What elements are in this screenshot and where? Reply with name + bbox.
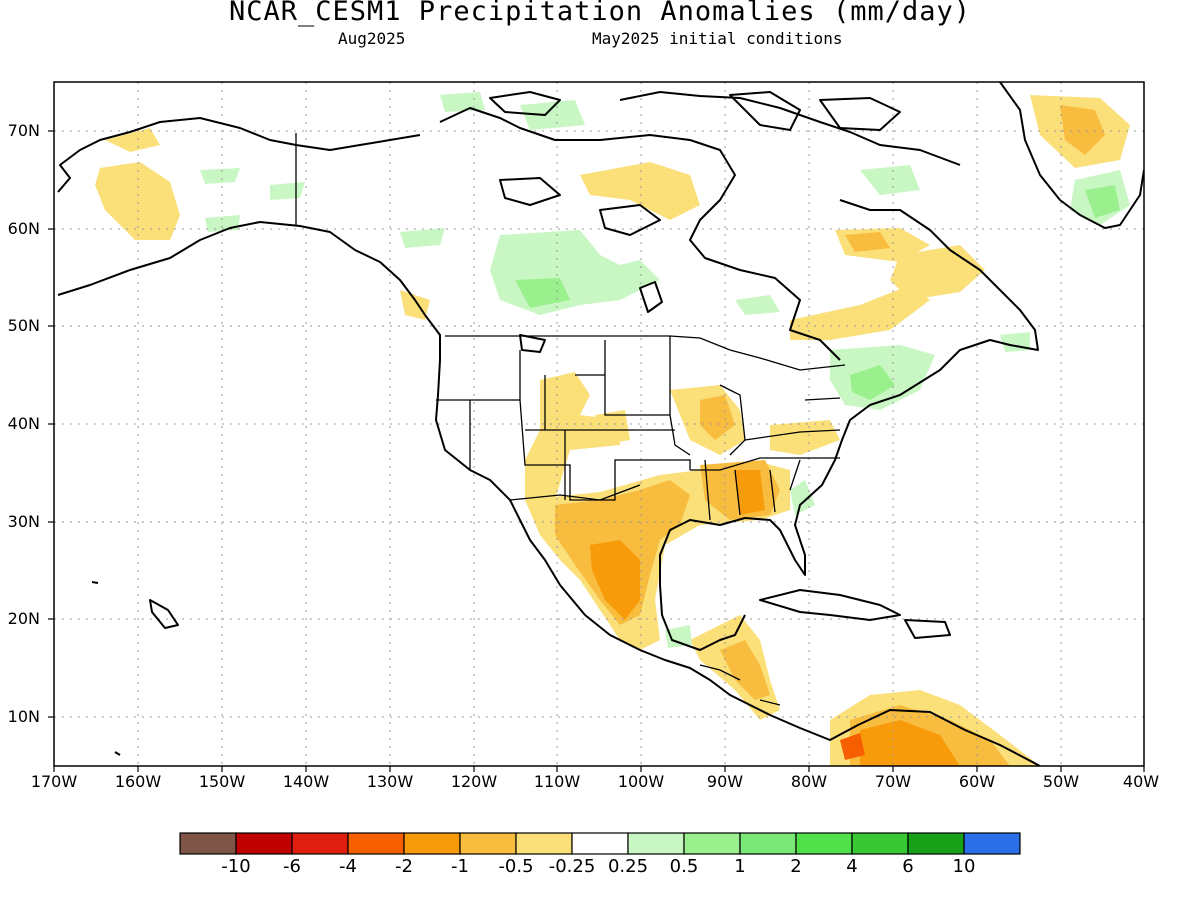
lat-label-50n: 50N	[7, 316, 40, 335]
lon-label-140w: 140W	[282, 772, 330, 791]
colorbar-swatch	[235, 832, 293, 855]
colorbar-swatch	[907, 832, 965, 855]
colorbar-label: 0.25	[607, 856, 649, 877]
coastlines	[57, 82, 1144, 766]
graticule	[54, 82, 1144, 766]
lon-label-100w: 100W	[617, 772, 665, 791]
colorbar-swatch	[571, 832, 629, 855]
lat-label-60n: 60N	[7, 219, 40, 238]
lat-label-20n: 20N	[7, 609, 40, 628]
lon-label-60w: 60W	[958, 772, 996, 791]
colorbar-label: -0.25	[548, 856, 596, 877]
colorbar-swatch	[459, 832, 517, 855]
colorbar-label: 1	[734, 856, 746, 877]
lon-label-160w: 160W	[114, 772, 162, 791]
lon-label-110w: 110W	[533, 772, 581, 791]
lon-label-90w: 90W	[706, 772, 744, 791]
colorbar-swatch	[515, 832, 573, 855]
lat-label-30n: 30N	[7, 512, 40, 531]
colorbar-label: 6	[902, 856, 914, 877]
colorbar-swatch	[963, 832, 1021, 855]
colorbar-label: 2	[790, 856, 802, 877]
colorbar-label: -2	[395, 856, 413, 877]
lon-label-130w: 130W	[366, 772, 414, 791]
anomaly-shading	[95, 92, 1130, 766]
colorbar-swatch	[739, 832, 797, 855]
colorbar-label: 10	[952, 856, 976, 877]
political-borders	[295, 133, 846, 706]
axis-ticks	[48, 130, 1145, 772]
forecast-month: Aug2025	[338, 29, 406, 48]
lon-label-50w: 50W	[1042, 772, 1080, 791]
lat-label-10n: 10N	[7, 707, 40, 726]
colorbar-label: 0.5	[669, 856, 699, 877]
moderate-wet-regions	[515, 185, 1120, 400]
lon-label-70w: 70W	[874, 772, 912, 791]
colorbar-label: -10	[221, 856, 251, 877]
colorbar-swatch	[179, 832, 237, 855]
lon-label-80w: 80W	[790, 772, 828, 791]
colorbar-swatch	[795, 832, 853, 855]
colorbar-swatch	[403, 832, 461, 855]
colorbar-label: -6	[283, 856, 301, 877]
colorbar-label: 4	[846, 856, 858, 877]
colorbar-label: -1	[451, 856, 469, 877]
initial-conditions: May2025 initial conditions	[592, 29, 843, 48]
colorbar-swatch	[347, 832, 405, 855]
lon-label-120w: 120W	[450, 772, 498, 791]
lat-label-70n: 70N	[7, 121, 40, 140]
colorbar-label: -4	[339, 856, 357, 877]
strong-dry-regions	[590, 470, 960, 766]
very-strong-dry-regions	[840, 733, 865, 760]
colorbar-swatch	[627, 832, 685, 855]
colorbar-swatch	[851, 832, 909, 855]
map-title: NCAR_CESM1 Precipitation Anomalies (mm/d…	[229, 0, 971, 27]
colorbar-label: -0.5	[498, 856, 534, 877]
lon-label-40w: 40W	[1122, 772, 1160, 791]
colorbar-swatch	[683, 832, 741, 855]
lon-label-150w: 150W	[198, 772, 246, 791]
colorbar	[179, 832, 1021, 855]
colorbar-swatch	[291, 832, 349, 855]
lon-label-170w: 170W	[30, 772, 78, 791]
lat-label-40n: 40N	[7, 414, 40, 433]
